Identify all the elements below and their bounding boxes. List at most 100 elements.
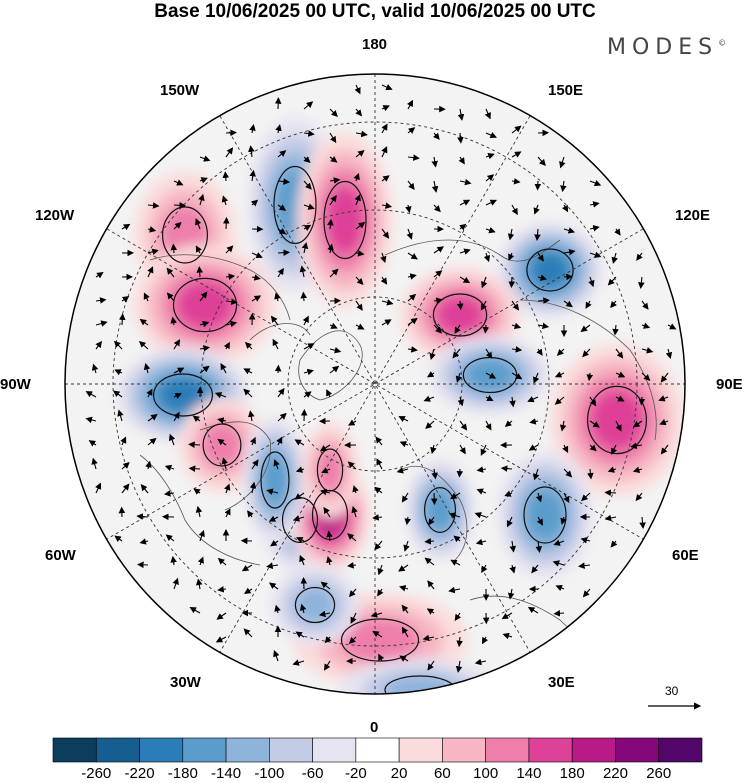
wind-arrow [448, 512, 461, 519]
wind-arrow [534, 228, 541, 242]
wind-arrow [485, 132, 497, 139]
colorbar-tick-label: -100 [254, 765, 285, 782]
wind-arrow [508, 276, 516, 289]
wind-arrow [217, 557, 227, 566]
wind-arrow [407, 154, 420, 161]
wind-arrow [277, 267, 284, 278]
wind-arrow [273, 650, 280, 662]
wind-arrow [140, 484, 149, 494]
wind-arrow [251, 252, 263, 259]
wind-arrow [277, 178, 291, 185]
wind-arrow [405, 204, 412, 214]
wind-arrow [580, 324, 591, 333]
wind-arrow [329, 194, 337, 206]
wind-arrow [163, 490, 175, 497]
wind-arrow [407, 346, 418, 353]
wind-arrow [660, 372, 669, 383]
wind-arrow [303, 224, 312, 231]
wind-arrow [243, 388, 253, 398]
wind-arrow [295, 631, 305, 638]
negative-anomaly-contour [526, 248, 574, 292]
wind-arrow [119, 313, 126, 326]
wind-arrow [147, 226, 157, 233]
wind-arrow [251, 199, 259, 207]
wind-arrow [406, 228, 413, 240]
wind-arrow [398, 564, 409, 572]
negative-anomaly-contour [424, 487, 457, 534]
wind-arrow [188, 465, 201, 472]
colorbar-bin [571, 737, 616, 763]
wind-arrow [95, 482, 102, 494]
wind-arrow [277, 227, 287, 235]
colorbar-bin [95, 737, 140, 763]
wind-arrow [641, 372, 651, 382]
wind-arrow [507, 228, 515, 241]
wind-arrow [243, 628, 253, 638]
wind-arrow [95, 340, 102, 350]
wind-arrow [303, 343, 315, 350]
wind-arrow [580, 537, 591, 544]
wind-arrow [147, 266, 154, 278]
wind-arrow [199, 345, 210, 352]
wind-arrow [248, 145, 255, 158]
wind-arrow [484, 108, 491, 120]
positive-anomaly-contour [323, 180, 367, 260]
wind-arrow [249, 169, 256, 182]
colorbar-bin [269, 737, 313, 763]
wind-arrow [172, 577, 179, 590]
wind-arrow [114, 535, 123, 543]
wind-arrow [535, 540, 543, 553]
wind-arrow [376, 458, 383, 470]
vector-scale-label: 30 [665, 684, 679, 698]
wind-arrow [243, 368, 253, 375]
wind-arrow [537, 322, 550, 330]
wind-arrow [459, 276, 471, 284]
wind-arrow [324, 636, 332, 644]
colorbar-tick-label: 60 [434, 765, 451, 782]
wind-arrow [95, 297, 107, 304]
colorbar-tick-label: 100 [473, 765, 499, 782]
wind-arrow [554, 371, 565, 378]
wind-arrow [292, 515, 305, 522]
negative-anomaly-contour [523, 486, 567, 544]
wind-arrow [320, 488, 331, 496]
wind-arrow [407, 317, 418, 326]
wind-arrow [216, 612, 227, 620]
wind-arrow [423, 395, 435, 402]
wind-arrow [552, 560, 565, 567]
wind-arrow [454, 324, 461, 334]
wind-arrow [559, 420, 567, 432]
wind-arrow [355, 130, 368, 138]
wind-arrow [272, 338, 279, 350]
wind-arrow [143, 292, 150, 302]
wind-arrow [511, 178, 521, 185]
wind-arrow [481, 636, 489, 645]
wind-arrow [326, 556, 333, 566]
wind-arrow [121, 462, 130, 470]
wind-arrow [220, 362, 227, 374]
wind-arrow [138, 340, 149, 350]
wind-arrow [457, 396, 464, 407]
wind-arrow [457, 108, 465, 121]
wind-arrow [224, 508, 231, 518]
wind-arrow [533, 468, 540, 481]
label-30e: 30E [548, 674, 575, 691]
wind-arrow [173, 393, 182, 400]
positive-anomaly-contour [316, 448, 344, 492]
wind-arrow [120, 436, 127, 446]
wind-arrow [399, 655, 409, 662]
wind-arrow [431, 180, 439, 193]
wind-arrow [195, 218, 202, 230]
wind-arrow [173, 221, 182, 230]
wind-arrow [188, 441, 201, 448]
wind-arrow [659, 418, 669, 426]
wind-arrow [611, 444, 618, 455]
wind-arrow [355, 150, 365, 158]
wind-arrow [170, 243, 178, 254]
wind-arrow [274, 292, 281, 302]
negative-anomaly-contour [260, 451, 290, 509]
wind-arrow [638, 396, 646, 406]
wind-arrow [355, 276, 364, 286]
colorbar-bin [442, 737, 486, 763]
colorbar-tick-label: 220 [602, 765, 628, 782]
